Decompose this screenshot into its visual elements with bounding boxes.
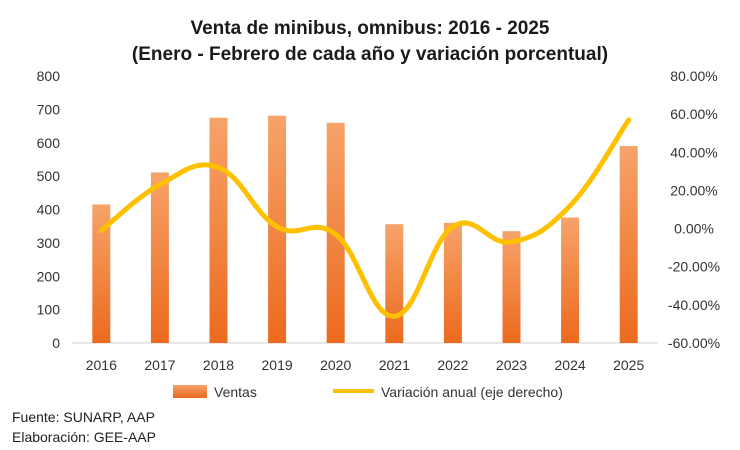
x-tick-label: 2018 xyxy=(203,357,234,373)
y-right-tick-label: 0.00% xyxy=(674,221,714,237)
y-left-tick-label: 800 xyxy=(37,68,61,84)
x-tick-label: 2025 xyxy=(613,357,644,373)
elaboration-note: Elaboración: GEE-AAP xyxy=(12,429,156,445)
x-tick-label: 2017 xyxy=(144,357,175,373)
y-right-tick-label: 20.00% xyxy=(670,182,717,198)
x-tick-label: 2021 xyxy=(379,357,410,373)
chart-subtitle: (Enero - Febrero de cada año y variación… xyxy=(131,44,609,65)
bar-2021 xyxy=(385,224,404,343)
y-left-tick-label: 600 xyxy=(37,135,61,151)
bar-2018 xyxy=(209,117,228,343)
source-note: Fuente: SUNARP, AAP xyxy=(12,409,155,425)
y-left-tick-label: 0 xyxy=(52,335,60,351)
chart-title: Venta de minibus, omnibus: 2016 - 2025 xyxy=(190,18,550,39)
variation-line xyxy=(98,117,632,319)
y-left-tick-label: 300 xyxy=(37,235,61,251)
legend-bar-swatch xyxy=(173,385,207,398)
bar-2017 xyxy=(150,172,169,343)
legend-label-variacion: Variación anual (eje derecho) xyxy=(381,384,563,400)
y-right-tick-label: -20.00% xyxy=(668,259,720,275)
x-tick-label: 2022 xyxy=(437,357,468,373)
y-left-tick-label: 100 xyxy=(37,302,61,318)
y-left-tick-label: 700 xyxy=(37,101,61,117)
bar-2022 xyxy=(443,222,462,343)
x-tick-label: 2019 xyxy=(262,357,293,373)
x-tick-label: 2016 xyxy=(86,357,117,373)
y-left-tick-label: 500 xyxy=(37,168,61,184)
y-right-tick-label: -40.00% xyxy=(668,297,720,313)
bar-2023 xyxy=(502,231,521,343)
y-left-tick-label: 200 xyxy=(37,268,61,284)
bar-2025 xyxy=(619,146,638,343)
bar-2024 xyxy=(561,217,580,343)
y-right-tick-label: 40.00% xyxy=(670,144,717,160)
x-tick-label: 2023 xyxy=(496,357,527,373)
y-left-tick-label: 400 xyxy=(37,202,61,218)
y-right-tick-label: 80.00% xyxy=(670,68,717,84)
x-tick-label: 2020 xyxy=(320,357,351,373)
legend: Ventas Variación anual (eje derecho) xyxy=(173,384,563,400)
bar-2016 xyxy=(92,204,111,343)
y-right-tick-label: 60.00% xyxy=(670,106,717,122)
x-tick-label: 2024 xyxy=(555,357,586,373)
legend-label-ventas: Ventas xyxy=(214,384,257,400)
y-right-tick-label: -60.00% xyxy=(668,335,720,351)
